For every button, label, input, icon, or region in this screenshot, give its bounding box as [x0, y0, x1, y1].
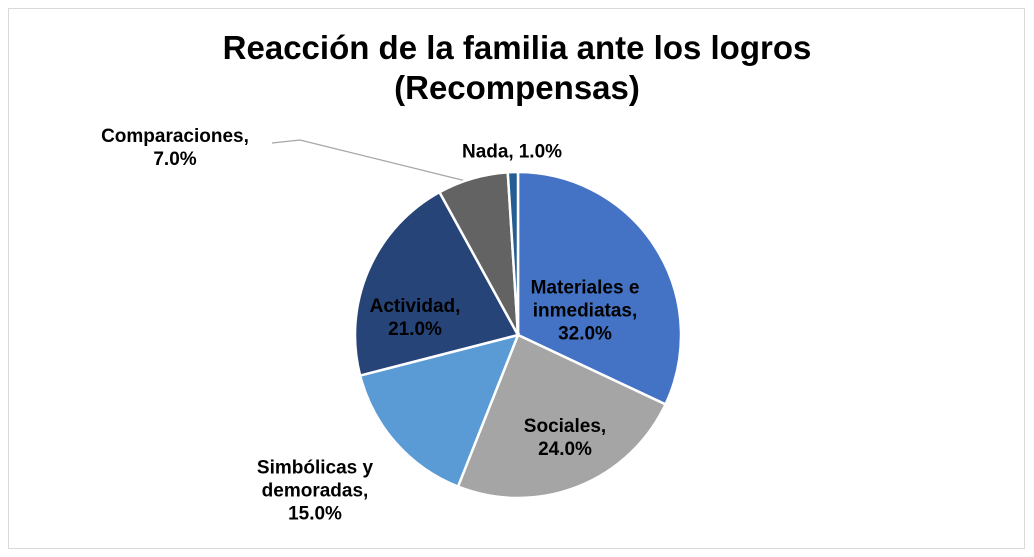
category-label: Actividad, [369, 296, 461, 317]
pie-slice [353, 190, 520, 378]
slice-label: Sociales, 24.0% [505, 415, 625, 461]
value-label: 24.0% [538, 439, 592, 460]
value-label: 15.0% [288, 503, 342, 525]
pie-slice [358, 333, 521, 489]
slice-label: Materiales e inmediatas, 32.0% [510, 277, 660, 346]
category-label: Materiales e inmediatas, [530, 277, 640, 322]
value-label: 32.0% [558, 323, 612, 345]
pie-slice [456, 333, 668, 500]
slice-label: Actividad, 21.0% [355, 295, 475, 341]
category-label: Simbólicas y demoradas, [256, 457, 374, 502]
value-label: 1.0% [518, 141, 563, 163]
value-label: 21.0% [388, 319, 442, 340]
slice-label: Nada, 1.0% [412, 141, 612, 164]
category-label: Sociales, [523, 416, 607, 437]
category-label: Nada, [461, 141, 514, 163]
slice-label: Comparaciones, 7.0% [75, 125, 275, 171]
leader-line [271, 139, 471, 183]
category-label: Comparaciones, [101, 126, 249, 147]
pie-slice [506, 170, 520, 336]
pie-slice [516, 170, 683, 407]
value-label: 7.0% [153, 149, 197, 170]
chart-title: Reacción de la familia ante los logros (… [222, 29, 812, 106]
slice-label: Simbólicas y demoradas, 15.0% [240, 457, 390, 526]
